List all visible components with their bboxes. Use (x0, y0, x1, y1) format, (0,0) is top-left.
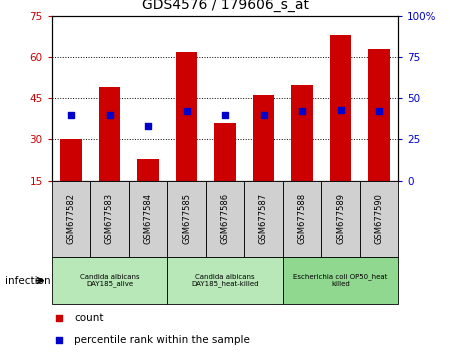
Text: GSM677587: GSM677587 (259, 193, 268, 244)
Point (375, 109, 382, 114)
Text: GSM677582: GSM677582 (67, 193, 76, 244)
Point (260, 112, 267, 118)
Bar (253, 96, 274, 181)
Text: count: count (74, 313, 104, 323)
Bar (129, 181, 167, 257)
Text: Candida albicans
DAY185_alive: Candida albicans DAY185_alive (80, 274, 140, 287)
Text: GSM677584: GSM677584 (144, 193, 153, 244)
Point (183, 109, 190, 114)
Bar (99, 87, 120, 181)
Bar (206, 181, 244, 257)
Point (221, 112, 229, 118)
Bar (167, 181, 206, 257)
Bar (283, 181, 321, 257)
Text: infection: infection (4, 275, 50, 286)
Text: GSM677589: GSM677589 (336, 193, 345, 244)
Bar (244, 181, 283, 257)
Point (55, 337, 62, 343)
Bar (137, 159, 158, 181)
Text: GSM677585: GSM677585 (182, 193, 191, 244)
Text: GSM677588: GSM677588 (297, 193, 306, 244)
Bar (90, 181, 129, 257)
Text: Escherichia coli OP50_heat
killed: Escherichia coli OP50_heat killed (293, 274, 388, 287)
Bar (292, 85, 313, 181)
Bar (52, 257, 167, 304)
Bar (330, 35, 351, 181)
Text: Candida albicans
DAY185_heat-killed: Candida albicans DAY185_heat-killed (191, 274, 259, 287)
Point (298, 109, 306, 114)
Point (68, 112, 75, 118)
Bar (283, 257, 398, 304)
Point (337, 107, 344, 113)
Bar (52, 181, 90, 257)
Bar (214, 123, 236, 181)
Bar (176, 52, 197, 181)
Text: GSM677586: GSM677586 (220, 193, 230, 244)
Text: GSM677590: GSM677590 (374, 193, 383, 244)
Bar (369, 49, 390, 181)
Title: GDS4576 / 179606_s_at: GDS4576 / 179606_s_at (141, 0, 309, 12)
Point (144, 124, 152, 129)
Text: percentile rank within the sample: percentile rank within the sample (74, 335, 250, 345)
Bar (167, 257, 283, 304)
Point (106, 112, 113, 118)
Bar (60, 139, 81, 181)
Bar (321, 181, 360, 257)
Text: GSM677583: GSM677583 (105, 193, 114, 244)
Point (55, 315, 62, 321)
Bar (360, 181, 398, 257)
